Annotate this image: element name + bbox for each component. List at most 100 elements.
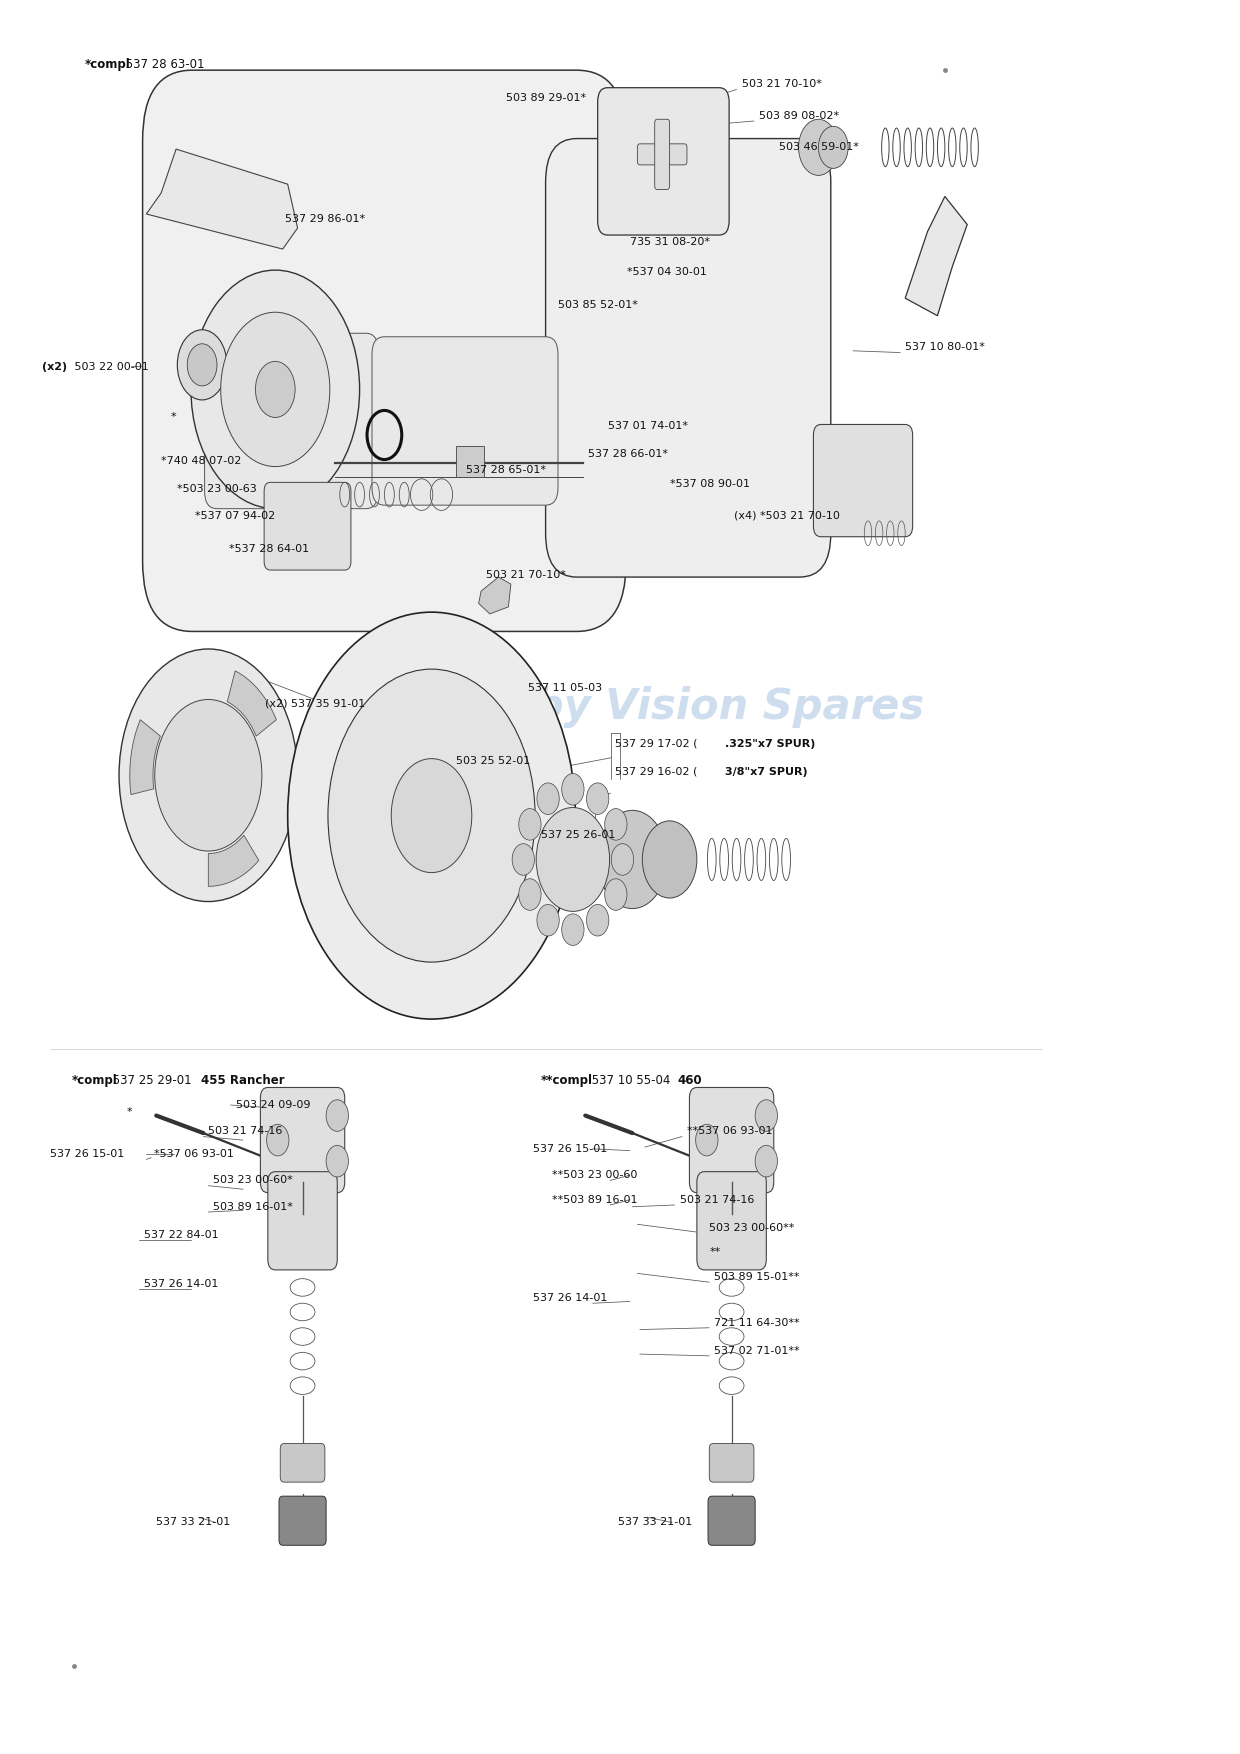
FancyBboxPatch shape (546, 139, 831, 577)
Text: 537 29 86-01*: 537 29 86-01* (285, 214, 366, 225)
Text: 3/8"x7 SPUR): 3/8"x7 SPUR) (725, 766, 808, 777)
FancyBboxPatch shape (280, 1444, 325, 1482)
Text: *: * (126, 1107, 133, 1117)
Text: 503 21 70-10*: 503 21 70-10* (486, 570, 565, 581)
Polygon shape (479, 577, 511, 614)
Circle shape (187, 344, 217, 386)
Text: 537 11 05-03: 537 11 05-03 (528, 682, 603, 693)
Circle shape (696, 1124, 718, 1156)
Text: *compl: *compl (84, 58, 130, 72)
Circle shape (818, 126, 848, 168)
FancyBboxPatch shape (709, 1444, 754, 1482)
Text: 503 22 00-01: 503 22 00-01 (71, 361, 149, 372)
Text: **503 23 00-60: **503 23 00-60 (552, 1170, 637, 1180)
Polygon shape (227, 670, 277, 737)
Circle shape (605, 879, 627, 910)
Circle shape (755, 1145, 777, 1177)
Text: 503 21 74-16: 503 21 74-16 (680, 1194, 754, 1205)
FancyBboxPatch shape (689, 1087, 774, 1193)
Circle shape (518, 809, 541, 840)
Text: 503 24 09-09: 503 24 09-09 (236, 1100, 310, 1110)
FancyBboxPatch shape (205, 333, 378, 509)
Text: 537 33 21-01: 537 33 21-01 (618, 1517, 692, 1528)
FancyBboxPatch shape (813, 424, 913, 537)
Circle shape (288, 612, 575, 1019)
Circle shape (512, 844, 534, 875)
Text: 503 23 00-60**: 503 23 00-60** (709, 1223, 795, 1233)
FancyBboxPatch shape (598, 88, 729, 235)
Circle shape (267, 1124, 289, 1156)
Text: *537 04 30-01: *537 04 30-01 (627, 267, 707, 277)
Text: *537 06 93-01: *537 06 93-01 (154, 1149, 233, 1159)
FancyBboxPatch shape (279, 1496, 326, 1545)
Polygon shape (208, 835, 259, 886)
Circle shape (255, 361, 295, 417)
Circle shape (326, 1100, 348, 1131)
Text: 537 02 71-01**: 537 02 71-01** (714, 1345, 800, 1356)
Circle shape (755, 1100, 777, 1131)
FancyBboxPatch shape (143, 70, 626, 631)
Text: **537 06 93-01: **537 06 93-01 (687, 1126, 773, 1137)
Circle shape (119, 649, 298, 902)
Text: **: ** (709, 1247, 720, 1258)
Circle shape (562, 914, 584, 945)
Text: 537 26 15-01: 537 26 15-01 (533, 1144, 608, 1154)
Text: 537 29 16-02 (: 537 29 16-02 ( (615, 766, 697, 777)
FancyBboxPatch shape (637, 144, 687, 165)
Text: 503 21 74-16: 503 21 74-16 (208, 1126, 283, 1137)
Text: 460: 460 (677, 1073, 702, 1087)
Text: 537 28 66-01*: 537 28 66-01* (588, 449, 668, 460)
Text: 537 01 74-01*: 537 01 74-01* (608, 421, 688, 431)
Text: (x2): (x2) (42, 361, 67, 372)
Text: 503 85 52-01*: 503 85 52-01* (558, 300, 637, 310)
Circle shape (327, 668, 536, 963)
Text: 537 28 63-01: 537 28 63-01 (122, 58, 205, 72)
FancyBboxPatch shape (655, 119, 670, 189)
Text: 503 89 29-01*: 503 89 29-01* (506, 93, 587, 103)
Text: (x2) 537 35 91-01: (x2) 537 35 91-01 (265, 698, 366, 709)
Circle shape (611, 844, 634, 875)
FancyBboxPatch shape (697, 1172, 766, 1270)
Circle shape (177, 330, 227, 400)
Polygon shape (146, 149, 298, 249)
Text: 537 26 15-01: 537 26 15-01 (50, 1149, 124, 1159)
Text: 735 31 08-20*: 735 31 08-20* (630, 237, 711, 247)
Circle shape (536, 807, 610, 912)
Circle shape (587, 905, 609, 937)
Text: *537 07 94-02: *537 07 94-02 (195, 510, 275, 521)
Text: 537 26 14-01: 537 26 14-01 (533, 1293, 608, 1303)
Circle shape (191, 270, 360, 509)
Text: *537 28 64-01: *537 28 64-01 (229, 544, 310, 554)
Text: 503 23 00-60*: 503 23 00-60* (213, 1175, 293, 1186)
Text: 503 89 16-01*: 503 89 16-01* (213, 1201, 293, 1212)
Circle shape (155, 700, 262, 851)
Text: Powered by Vision Spares: Powered by Vision Spares (315, 686, 925, 728)
Circle shape (799, 119, 838, 175)
Polygon shape (905, 196, 967, 316)
Text: 503 21 70-10*: 503 21 70-10* (742, 79, 821, 89)
Circle shape (392, 759, 471, 872)
Text: 503 89 15-01**: 503 89 15-01** (714, 1272, 800, 1282)
Polygon shape (130, 719, 160, 795)
Circle shape (537, 782, 559, 814)
Text: 537 25 26-01: 537 25 26-01 (541, 830, 615, 840)
Text: 503 25 52-01: 503 25 52-01 (456, 756, 531, 766)
Text: .325"x7 SPUR): .325"x7 SPUR) (725, 738, 816, 749)
Text: 537 22 84-01: 537 22 84-01 (144, 1230, 218, 1240)
Text: 537 33 21-01: 537 33 21-01 (156, 1517, 231, 1528)
Text: 455 Rancher: 455 Rancher (201, 1073, 284, 1087)
Circle shape (326, 1145, 348, 1177)
FancyBboxPatch shape (268, 1172, 337, 1270)
Text: 537 29 17-02 (: 537 29 17-02 ( (615, 738, 698, 749)
FancyBboxPatch shape (264, 482, 351, 570)
Text: 503 46 59-01*: 503 46 59-01* (779, 142, 858, 153)
FancyBboxPatch shape (708, 1496, 755, 1545)
Text: 537 10 80-01*: 537 10 80-01* (905, 342, 985, 353)
Text: *503 23 00-63: *503 23 00-63 (177, 484, 257, 495)
Text: (x4) *503 21 70-10: (x4) *503 21 70-10 (734, 510, 839, 521)
Text: 537 10 55-04: 537 10 55-04 (588, 1073, 673, 1087)
Text: *740 48 07-02: *740 48 07-02 (161, 456, 242, 467)
Circle shape (562, 774, 584, 805)
Text: *537 08 90-01: *537 08 90-01 (670, 479, 750, 489)
Text: 537 25 29-01: 537 25 29-01 (109, 1073, 196, 1087)
